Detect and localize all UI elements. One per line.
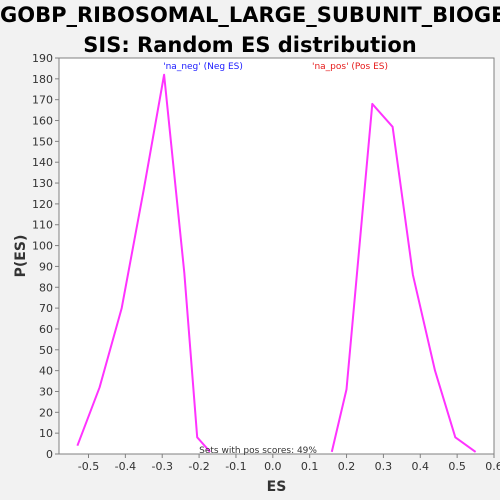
y-tick-label: 30 [39, 385, 53, 398]
legend: 'na_neg' (Neg ES) 'na_pos' (Pos ES) [163, 62, 388, 72]
y-tick-label: 130 [32, 177, 53, 190]
chart-title-line-2: SIS: Random ES distribution [83, 33, 417, 57]
y-tick-label: 70 [39, 302, 53, 315]
x-tick-label: -0.4 [115, 460, 136, 473]
x-axis-title: ES [267, 479, 287, 495]
x-tick-label: 0.1 [301, 460, 319, 473]
legend-item: 'na_neg' (Neg ES) [163, 62, 243, 72]
x-tick-label: 0.5 [448, 460, 466, 473]
y-tick-label: 90 [39, 260, 53, 273]
y-tick-label: 10 [39, 427, 53, 440]
chart-title-line-1: GOBP_RIBOSOMAL_LARGE_SUBUNIT_BIOGENE [0, 3, 500, 27]
series-line-neg [76, 73, 211, 453]
y-tick-label: 110 [32, 219, 53, 232]
y-tick-label: 180 [32, 73, 53, 86]
legend-item: 'na_pos' (Pos ES) [312, 62, 388, 72]
x-tick-label: -0.3 [151, 460, 172, 473]
y-tick-label: 140 [32, 156, 53, 169]
chart-title: GOBP_RIBOSOMAL_LARGE_SUBUNIT_BIOGENE SIS… [0, 0, 500, 60]
y-tick-label: 0 [46, 448, 53, 461]
y-tick-label: 80 [39, 281, 53, 294]
plot-area [58, 57, 495, 455]
series-layer [76, 73, 477, 453]
y-tick-label: 120 [32, 198, 53, 211]
x-tick-label: -0.1 [225, 460, 246, 473]
y-tick-label: 160 [32, 115, 53, 128]
x-tick-label: 0.6 [485, 460, 500, 473]
y-tick-label: 40 [39, 365, 53, 378]
pos-score-annotation: Sets with pos scores: 49% [199, 446, 317, 456]
axes: 0 10 20 30 40 50 60 70 80 90 100 110 120 130 140 150 160… [32, 52, 500, 473]
y-tick-label: 60 [39, 323, 53, 336]
x-tick-label: -0.5 [78, 460, 99, 473]
y-tick-label: 50 [39, 344, 53, 357]
x-tick-label: 0.3 [375, 460, 393, 473]
y-tick-label: 100 [32, 240, 53, 253]
y-axis-title: P(ES) [13, 235, 29, 278]
x-tick-label: 0.0 [264, 460, 282, 473]
x-tick-label: 0.2 [338, 460, 356, 473]
y-tick-label: 190 [32, 52, 53, 65]
x-tick-label: 0.4 [412, 460, 430, 473]
y-tick-label: 150 [32, 135, 53, 148]
x-tick-label: -0.2 [188, 460, 209, 473]
y-tick-label: 20 [39, 406, 53, 419]
series-line-pos [330, 102, 477, 453]
y-tick-label: 170 [32, 94, 53, 107]
